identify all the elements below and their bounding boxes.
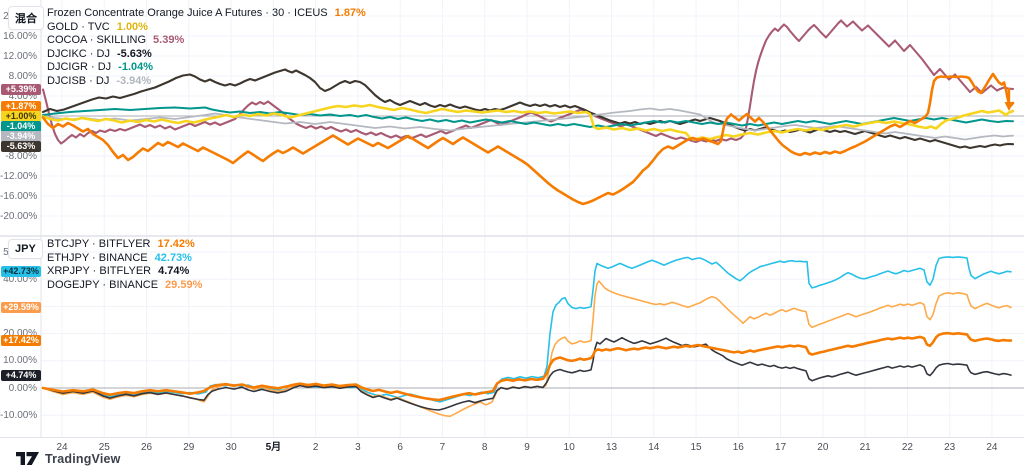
series-gold[interactable]	[41, 103, 1015, 141]
price-tick-label: -10.00%	[0, 409, 38, 421]
time-tick-label: 13	[605, 442, 618, 453]
series-cocoa[interactable]	[41, 19, 1015, 145]
price-tick-label: -8.00%	[5, 150, 37, 162]
legend-change-value: 29.59%	[165, 278, 203, 291]
price-badge: -5.63%	[1, 141, 41, 153]
legend-symbol-name: XRPJPY · BITFLYER	[47, 265, 152, 277]
legend-item[interactable]: GOLD · TVC 1.00%	[47, 21, 366, 35]
pane-selector-mixed-label: 混合	[15, 13, 37, 25]
time-tick-label: 7	[439, 442, 446, 453]
legend-change-value: 1.87%	[334, 7, 366, 19]
series-oj[interactable]	[41, 72, 1015, 206]
series-djcikc[interactable]	[41, 68, 1015, 150]
legend-symbol-name: DJCISB · DJ	[47, 74, 110, 87]
price-badge: -1.04%	[1, 121, 41, 133]
legend-symbol-name: BTCJPY · BITFLYER	[47, 238, 151, 250]
legend-item[interactable]: BTCJPY · BITFLYER 17.42%	[47, 238, 202, 252]
price-badge: +42.73%	[1, 266, 41, 278]
series-xrpjpy[interactable]	[42, 336, 1012, 411]
time-tick-label: 24	[56, 442, 68, 453]
legend-change-value: 4.74%	[158, 265, 190, 277]
price-badge: +5.39%	[1, 83, 41, 95]
price-tick-label: -16.00%	[0, 190, 38, 202]
legend-change-value: -3.94%	[116, 74, 152, 87]
price-tick-label: -20.00%	[0, 210, 38, 222]
price-tick-label: 40.00%	[3, 273, 37, 285]
time-tick-label: 22	[901, 442, 913, 453]
time-tick-label: 30	[225, 442, 237, 453]
time-tick-label: 17	[775, 442, 787, 453]
time-tick-label: 25	[98, 442, 110, 453]
pane-selector-jpy-button[interactable]: JPY	[8, 239, 43, 259]
time-tick-label: 24	[986, 442, 998, 453]
price-badge: -3.94%	[1, 131, 41, 143]
legend-change-value: -5.63%	[116, 47, 152, 60]
time-tick-label: 10	[563, 442, 575, 453]
time-tick-label: 16	[732, 442, 744, 453]
time-tick-label: 20	[817, 442, 829, 453]
price-badge: +4.74%	[1, 369, 41, 381]
legend-top-pane: Frozen Concentrate Orange Juice A Future…	[47, 7, 366, 88]
time-tick-label: 6	[397, 442, 403, 453]
tradingview-logo-icon	[16, 452, 39, 465]
time-tick-label: 8	[481, 442, 488, 453]
price-tick-label: 16.00%	[3, 30, 37, 42]
price-tick-label: 0.00%	[8, 382, 37, 394]
price-tick-label: 8.00%	[8, 70, 37, 82]
legend-change-value: 1.00%	[116, 20, 148, 33]
pane-selector-jpy-label: JPY	[15, 243, 36, 255]
legend-symbol-name: Frozen Concentrate Orange Juice A Future…	[47, 7, 328, 19]
series-btcjpy[interactable]	[41, 331, 1013, 402]
legend-change-value: -1.04%	[118, 61, 154, 73]
time-tick-label: 26	[140, 442, 153, 453]
time-tick-label: 14	[648, 442, 660, 453]
price-tick-label: 20.00%	[3, 328, 37, 340]
time-tick-label: 9	[524, 442, 530, 453]
tradingview-brand-text: TradingView	[45, 452, 121, 466]
legend-item[interactable]: COCOA · SKILLING 5.39%	[47, 34, 366, 48]
legend-symbol-name: DJCIKC · DJ	[47, 47, 110, 60]
legend-symbol-name: ETHJPY · BINANCE	[47, 251, 148, 264]
price-tick-label: 12.00%	[3, 50, 37, 62]
price-tick-label: -12.00%	[0, 170, 38, 182]
legend-item[interactable]: XRPJPY · BITFLYER 4.74%	[47, 265, 202, 279]
last-price-arrow-down-icon	[1004, 88, 1014, 111]
time-tick-label: 21	[859, 442, 871, 453]
legend-symbol-name: DJCIGR · DJ	[47, 61, 112, 73]
time-axis[interactable]: 24 25 26 29 30 5月 2 3 6 7 8 9 10 13 14 15 16 17 20 21 22 23 24	[0, 437, 1024, 457]
price-badge: +1.00%	[1, 111, 41, 123]
price-badge: +17.42%	[1, 335, 41, 347]
time-tick-label: 3	[355, 442, 361, 453]
legend-change-value: 42.73%	[154, 251, 192, 264]
footer-brand[interactable]: TradingView	[16, 452, 121, 466]
time-tick-label: 5月	[265, 442, 282, 453]
time-tick-label: 29	[183, 442, 195, 453]
price-tick-label: 10.00%	[3, 355, 37, 367]
legend-symbol-name: DOGEJPY · BINANCE	[47, 278, 159, 291]
time-tick-label: 2	[312, 442, 319, 453]
price-tick-label: 4.00%	[8, 90, 37, 102]
legend-item[interactable]: DJCIKC · DJ -5.63%	[47, 48, 366, 62]
legend-item[interactable]: ETHJPY · BINANCE 42.73%	[47, 252, 202, 266]
legend-change-value: 5.39%	[153, 34, 185, 46]
pane-selector-mixed-button[interactable]: 混合	[8, 6, 44, 30]
price-badge: +1.87%	[1, 101, 41, 113]
legend-item[interactable]: DJCIGR · DJ -1.04%	[47, 61, 366, 75]
time-tick-label: 23	[944, 442, 956, 453]
legend-item[interactable]: DOGEJPY · BINANCE 29.59%	[47, 279, 202, 293]
legend-symbol-name: COCOA · SKILLING	[47, 34, 147, 46]
legend-bottom-pane: BTCJPY · BITFLYER 17.42% ETHJPY · BINANCE 4…	[47, 238, 202, 292]
legend-change-value: 17.42%	[157, 238, 195, 250]
legend-item[interactable]: Frozen Concentrate Orange Juice A Future…	[47, 7, 366, 21]
legend-item[interactable]: DJCISB · DJ -3.94%	[47, 75, 366, 89]
time-tick-label: 15	[690, 442, 702, 453]
price-badge: +29.59%	[1, 302, 41, 313]
legend-symbol-name: GOLD · TVC	[47, 20, 110, 33]
